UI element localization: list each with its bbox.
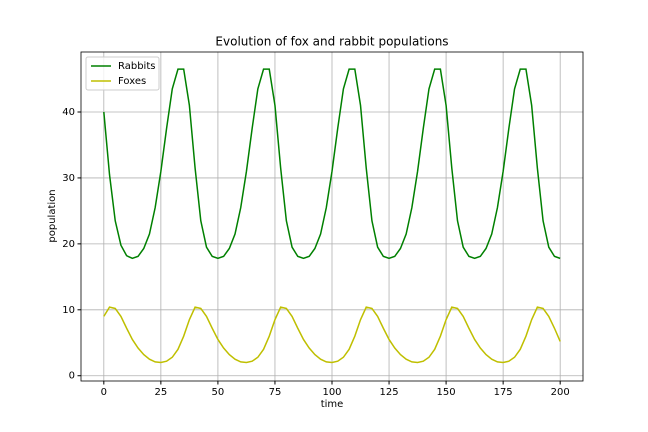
x-tick-label: 75 bbox=[269, 387, 282, 398]
legend-label: Rabbits bbox=[118, 61, 155, 72]
x-tick-label: 175 bbox=[494, 387, 513, 398]
line bbox=[103, 306, 561, 364]
x-tick-label: 0 bbox=[101, 387, 107, 398]
y-tick-label: 20 bbox=[62, 239, 75, 250]
x-tick-label: 125 bbox=[379, 387, 398, 398]
x-tick-label: 100 bbox=[322, 387, 341, 398]
y-tick-label: 30 bbox=[62, 173, 75, 184]
x-tick-label: 200 bbox=[551, 387, 570, 398]
y-tick-label: 40 bbox=[62, 107, 75, 118]
x-tick-label: 25 bbox=[154, 387, 167, 398]
plot-frame bbox=[80, 51, 584, 382]
x-tick-label: 50 bbox=[212, 387, 225, 398]
legend-label: Foxes bbox=[118, 76, 146, 87]
x-axis-label: time bbox=[321, 399, 344, 410]
y-tick-label: 10 bbox=[62, 305, 75, 316]
chart-title: Evolution of fox and rabbit populations bbox=[215, 35, 448, 49]
y-tick-label: 0 bbox=[69, 371, 75, 382]
y-axis-label: population bbox=[47, 189, 58, 242]
line bbox=[103, 68, 561, 260]
x-tick-label: 150 bbox=[437, 387, 456, 398]
